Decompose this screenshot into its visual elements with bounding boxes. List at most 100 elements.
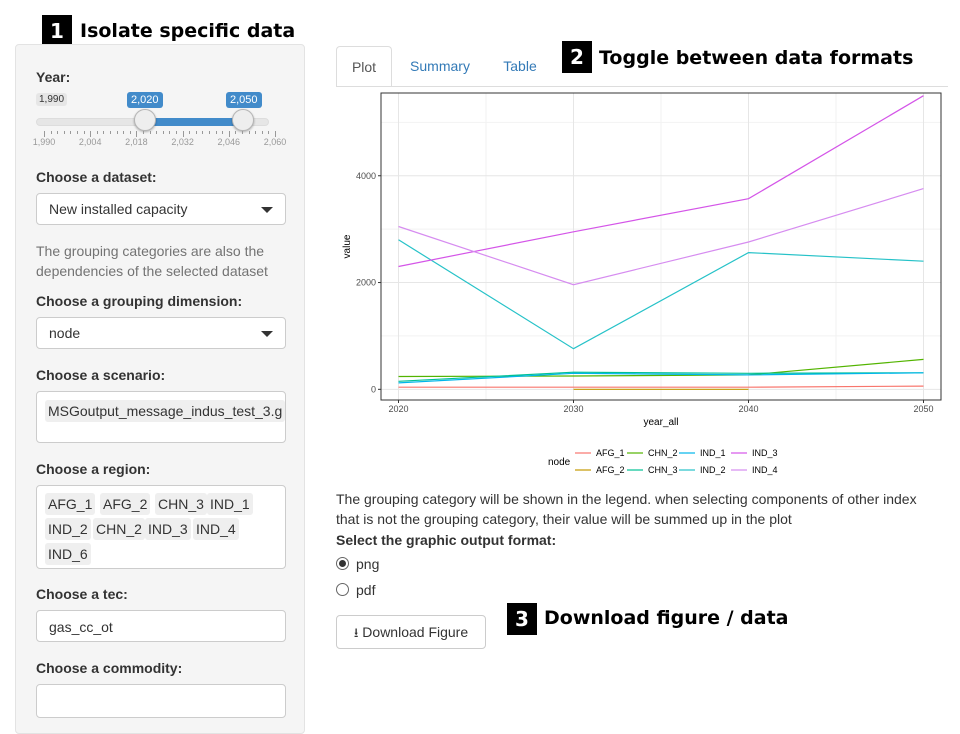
callout-1-text: Isolate specific data <box>80 20 296 42</box>
dataset-label: Choose a dataset: <box>36 169 157 185</box>
slider-tick <box>57 131 59 134</box>
grouping-select-value: node <box>49 325 81 341</box>
region-chip[interactable]: CHN_2 <box>93 518 145 540</box>
slider-tick <box>96 131 98 134</box>
x-tick-label: 2020 <box>388 404 408 414</box>
region-chip[interactable]: IND_4 <box>193 518 239 540</box>
slider-tick-label: 2,018 <box>125 137 148 147</box>
radio-pdf-label[interactable]: pdf <box>356 582 376 598</box>
slider-tick <box>169 131 171 134</box>
legend-label: IND_3 <box>752 448 778 458</box>
scenario-label: Choose a scenario: <box>36 367 166 383</box>
slider-tick <box>156 131 158 134</box>
scenario-select[interactable]: MSGoutput_message_indus_test_3.g <box>36 391 286 443</box>
dataset-select[interactable]: New installed capacity <box>36 193 286 225</box>
callout-3-number: 3 <box>507 603 537 635</box>
slider-tick-label: 2,060 <box>263 137 287 147</box>
tab-table[interactable]: Table <box>503 58 537 74</box>
tec-label: Choose a tec: <box>36 586 128 602</box>
x-axis-title: year_all <box>643 417 678 428</box>
y-tick-label: 0 <box>371 384 376 394</box>
tab-divider <box>336 86 948 87</box>
region-chip[interactable]: IND_6 <box>45 543 91 565</box>
region-label: Choose a region: <box>36 461 151 477</box>
line-chart: 2020 2030 2040 2050 0 2000 4000 year_all value no… <box>342 92 942 475</box>
slider-tick <box>129 131 131 134</box>
slider-tick <box>248 131 250 134</box>
slider-tick <box>70 131 72 134</box>
slider-tick <box>275 131 276 137</box>
region-chip[interactable]: CHN_3 <box>155 493 207 515</box>
region-select[interactable]: AFG_1 AFG_2 CHN_3 IND_1 IND_2 CHN_2 IND_… <box>36 485 286 569</box>
radio-png[interactable] <box>336 557 349 570</box>
slider-tick <box>189 131 191 134</box>
y-tick-label: 4000 <box>356 171 376 181</box>
info-text-line-1: The grouping category will be shown in t… <box>336 491 917 507</box>
slider-tick <box>110 131 111 134</box>
slider-tick <box>195 131 197 134</box>
slider-tick <box>176 131 177 134</box>
slider-tick <box>123 131 125 134</box>
region-chip[interactable]: IND_3 <box>145 518 191 540</box>
download-figure-label: Download Figure <box>362 624 469 640</box>
slider-tick <box>162 131 164 134</box>
slider-tick-label: 2,046 <box>217 137 241 147</box>
tab-summary[interactable]: Summary <box>410 58 470 74</box>
series-line-ind-4 <box>398 188 924 286</box>
slider-tick <box>77 131 78 134</box>
region-chip[interactable]: IND_1 <box>207 493 253 515</box>
tec-select[interactable]: gas_cc_ot <box>36 610 286 642</box>
slider-tick <box>90 131 92 137</box>
slider-tick <box>182 131 184 137</box>
tec-value: gas_cc_ot <box>49 619 113 635</box>
series-line-ind-1 <box>398 372 924 384</box>
slider-tick <box>143 131 144 134</box>
legend-label: AFG_1 <box>596 448 625 458</box>
radio-png-label[interactable]: png <box>356 556 380 572</box>
sidebar-panel: Year: 1,990 2,020 2,050 1,990 2,004 2,018 2… <box>15 44 305 734</box>
legend-label: IND_2 <box>700 465 726 475</box>
legend-title: node <box>548 457 571 468</box>
region-chip[interactable]: AFG_1 <box>45 493 96 515</box>
commodity-select[interactable] <box>36 684 286 718</box>
region-chip[interactable]: AFG_2 <box>100 493 151 515</box>
dataset-select-value: New installed capacity <box>49 201 188 217</box>
slider-tick <box>44 131 45 137</box>
slider-tick-label: 2,032 <box>171 137 194 147</box>
commodity-label: Choose a commodity: <box>36 660 183 676</box>
year-slider-to-handle[interactable] <box>232 109 254 131</box>
region-chip[interactable]: IND_2 <box>45 518 91 540</box>
x-tick-label: 2050 <box>913 404 933 414</box>
legend-label: IND_1 <box>700 448 726 458</box>
chevron-down-icon <box>261 331 273 337</box>
download-figure-button[interactable]: ⭳ Download Figure <box>336 615 486 649</box>
callout-2-number: 2 <box>562 41 592 73</box>
radio-pdf[interactable] <box>336 583 349 596</box>
slider-tick <box>50 131 52 134</box>
slider-tick <box>63 131 65 134</box>
slider-tick <box>202 131 204 134</box>
format-label: Select the graphic output format: <box>336 532 557 548</box>
slider-tick <box>83 131 85 134</box>
callout-1-number: 1 <box>42 15 72 47</box>
plot-panel-border <box>380 92 942 401</box>
slider-tick <box>116 131 118 134</box>
year-slider-from-handle[interactable] <box>134 109 156 131</box>
year-slider-from-value: 2,020 <box>127 92 163 108</box>
tab-plot[interactable]: Plot <box>336 46 392 87</box>
legend-label: AFG_2 <box>596 465 625 475</box>
slider-tick <box>103 131 105 134</box>
grouping-select[interactable]: node <box>36 317 286 349</box>
slider-tick <box>136 131 138 137</box>
slider-tick <box>149 131 151 134</box>
slider-tick <box>235 131 237 134</box>
info-text-line-2: that is not the grouping category, their… <box>336 511 792 527</box>
scenario-chip[interactable]: MSGoutput_message_indus_test_3.g <box>45 400 285 422</box>
slider-tick <box>222 131 224 134</box>
legend-label: IND_4 <box>752 465 778 475</box>
grouping-label: Choose a grouping dimension: <box>36 293 243 309</box>
slider-tick-label: 2,004 <box>78 137 102 147</box>
year-slider-min: 1,990 <box>36 93 68 106</box>
x-tick-label: 2030 <box>563 404 583 414</box>
legend-label: CHN_2 <box>648 448 678 458</box>
